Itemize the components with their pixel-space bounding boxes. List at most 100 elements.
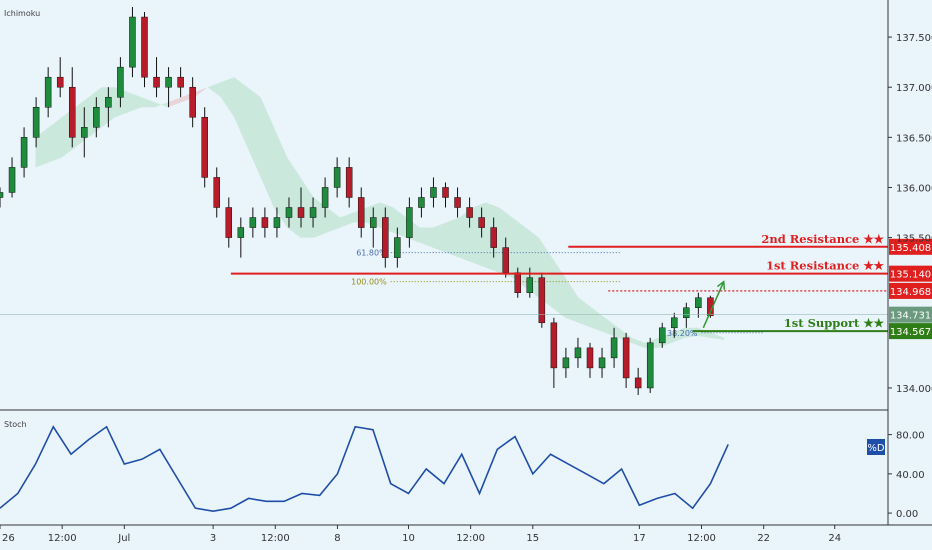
candle-body bbox=[538, 277, 546, 324]
cloud-segment bbox=[512, 217, 526, 288]
stoch-axis[interactable]: 80.00 40.00 0.00 bbox=[888, 431, 925, 520]
level-label: 2nd Resistance ★★ bbox=[761, 232, 884, 246]
cloud-segment bbox=[167, 97, 182, 108]
candle-body bbox=[345, 167, 353, 198]
candle-body bbox=[321, 187, 329, 208]
cloud-segment bbox=[419, 227, 433, 248]
fibonacci-levels: 61.80% 100.00% 38.20% bbox=[351, 249, 764, 338]
price-axis-label: 135.500 bbox=[896, 234, 932, 245]
candle-body bbox=[213, 177, 220, 208]
cloud-segment bbox=[326, 207, 341, 233]
stoch-legend-badge bbox=[867, 439, 885, 455]
cloud-segment bbox=[432, 222, 447, 253]
candle-body bbox=[20, 137, 28, 168]
candle-body bbox=[225, 207, 233, 238]
level-tag-bg bbox=[889, 323, 932, 340]
time-axis-label: 24 bbox=[828, 533, 841, 544]
ichimoku-label: Ichimoku bbox=[4, 9, 40, 18]
candle-body bbox=[394, 237, 401, 258]
candle-body bbox=[237, 227, 245, 238]
candle-body bbox=[610, 337, 618, 359]
time-axis-label: 3 bbox=[210, 533, 216, 544]
cloud-segment bbox=[446, 217, 460, 258]
candle-body bbox=[478, 217, 485, 228]
cloud-segment bbox=[671, 327, 685, 343]
candle-body bbox=[8, 167, 16, 193]
cloud-segment bbox=[194, 87, 208, 98]
price-axis-label: 137.000 bbox=[896, 83, 932, 94]
stoch-legend-tag: %D bbox=[867, 443, 885, 454]
candle-body bbox=[261, 217, 269, 228]
candle-body bbox=[466, 207, 473, 218]
candle-body bbox=[382, 217, 389, 258]
price-axis[interactable]: 137.500 137.000 136.500 136.000 135.500 134.0… bbox=[888, 33, 932, 395]
candle-body bbox=[406, 207, 413, 238]
candle-body bbox=[562, 357, 570, 369]
candle-body bbox=[129, 16, 136, 68]
arrow-shaft bbox=[702, 281, 725, 329]
candle-body bbox=[309, 207, 317, 218]
candle-body bbox=[574, 347, 582, 359]
cloud-segment bbox=[711, 332, 725, 340]
candle-body bbox=[646, 342, 654, 389]
stoch-pane[interactable] bbox=[0, 425, 729, 512]
cloud-segment bbox=[48, 117, 63, 163]
candle-body bbox=[550, 322, 558, 369]
candle-body bbox=[586, 347, 594, 369]
cloud-segment bbox=[154, 102, 168, 108]
price-axis-label: 136.000 bbox=[896, 183, 932, 194]
candle-body bbox=[177, 76, 184, 88]
cloud-segment bbox=[591, 307, 606, 333]
time-axis-label: Jul bbox=[117, 533, 130, 544]
candle-body bbox=[357, 197, 365, 228]
price-axis-label: 136.500 bbox=[896, 133, 932, 144]
level-label: 1st Support ★★ bbox=[784, 316, 885, 330]
cloud-segment bbox=[260, 97, 274, 208]
fib-label: 61.80% bbox=[356, 249, 387, 258]
time-axis-label: 12:00 bbox=[48, 533, 77, 544]
cloud-segment bbox=[340, 212, 354, 228]
candle-body bbox=[81, 127, 88, 138]
candle-body bbox=[490, 227, 497, 248]
time-axis[interactable]: 26 12:00 Jul 3 12:00 8 10 12:00 15 17 12:00 22 24 bbox=[0, 525, 841, 544]
time-axis-label: 26 bbox=[2, 533, 15, 544]
candle-body bbox=[634, 377, 642, 389]
candle-body bbox=[622, 337, 630, 379]
candle-body bbox=[117, 66, 124, 98]
cloud-segment bbox=[247, 87, 261, 178]
candle-body bbox=[105, 96, 112, 108]
candle-body bbox=[502, 247, 509, 273]
time-axis-label: 12:00 bbox=[687, 533, 716, 544]
price-axis-label: 134.000 bbox=[896, 384, 932, 395]
candle-body bbox=[56, 76, 64, 88]
candle-body bbox=[695, 297, 702, 309]
cloud-segment bbox=[300, 177, 314, 238]
stoch-axis-label: 40.00 bbox=[896, 470, 925, 481]
stoch-axis-label: 0.00 bbox=[896, 509, 918, 520]
candle-body bbox=[141, 16, 148, 78]
candle-body bbox=[514, 272, 521, 293]
candle-body bbox=[430, 187, 437, 198]
level-tag: 135.140 bbox=[890, 270, 931, 281]
cloud-segment bbox=[565, 277, 579, 323]
current-price-tag: 134.731 bbox=[890, 311, 931, 322]
candle-body bbox=[153, 76, 160, 88]
cloud-segment bbox=[141, 97, 155, 108]
level-tag-bg bbox=[889, 265, 932, 282]
cloud-segment bbox=[578, 297, 592, 328]
price-pane[interactable]: 61.80% 100.00% 38.20% 2nd Resistance ★★ 135… bbox=[0, 7, 932, 395]
cloud-segment bbox=[234, 77, 248, 148]
candle-body bbox=[189, 86, 196, 118]
candle-body bbox=[671, 317, 678, 329]
candle-body bbox=[273, 217, 281, 228]
cloud-segment bbox=[128, 92, 142, 113]
cloud-segment bbox=[220, 77, 235, 118]
time-axis-label: 10 bbox=[402, 533, 415, 544]
time-axis-label: 15 bbox=[526, 533, 539, 544]
fib-label: 38.20% bbox=[667, 329, 698, 338]
price-axis-label: 137.500 bbox=[896, 33, 932, 44]
cloud-segment bbox=[472, 202, 486, 268]
candle-body bbox=[68, 86, 76, 138]
projection-arrow bbox=[702, 280, 726, 329]
